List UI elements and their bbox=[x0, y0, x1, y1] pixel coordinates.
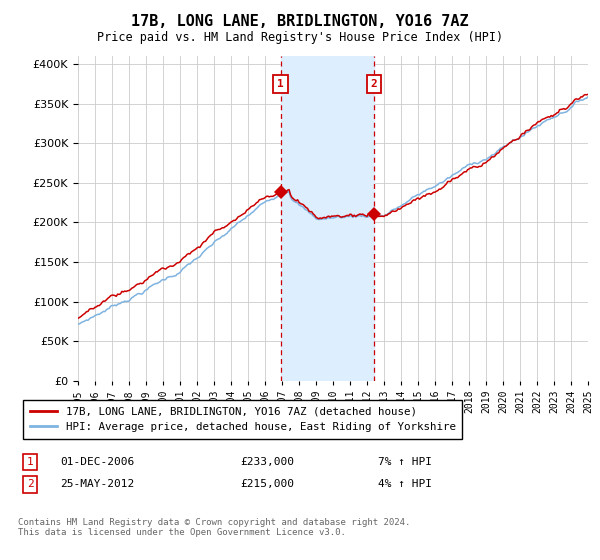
Text: 1: 1 bbox=[277, 79, 284, 88]
Text: 1: 1 bbox=[26, 457, 34, 467]
Text: Price paid vs. HM Land Registry's House Price Index (HPI): Price paid vs. HM Land Registry's House … bbox=[97, 31, 503, 44]
Text: 2: 2 bbox=[370, 79, 377, 88]
Text: 7% ↑ HPI: 7% ↑ HPI bbox=[378, 457, 432, 467]
Text: 4% ↑ HPI: 4% ↑ HPI bbox=[378, 479, 432, 489]
Legend: 17B, LONG LANE, BRIDLINGTON, YO16 7AZ (detached house), HPI: Average price, deta: 17B, LONG LANE, BRIDLINGTON, YO16 7AZ (d… bbox=[23, 400, 462, 438]
Bar bbox=[281, 56, 374, 381]
Text: 01-DEC-2006: 01-DEC-2006 bbox=[60, 457, 134, 467]
Text: 17B, LONG LANE, BRIDLINGTON, YO16 7AZ: 17B, LONG LANE, BRIDLINGTON, YO16 7AZ bbox=[131, 14, 469, 29]
Text: 25-MAY-2012: 25-MAY-2012 bbox=[60, 479, 134, 489]
Text: £233,000: £233,000 bbox=[240, 457, 294, 467]
Text: 2: 2 bbox=[26, 479, 34, 489]
Text: Contains HM Land Registry data © Crown copyright and database right 2024.
This d: Contains HM Land Registry data © Crown c… bbox=[18, 518, 410, 538]
Text: £215,000: £215,000 bbox=[240, 479, 294, 489]
